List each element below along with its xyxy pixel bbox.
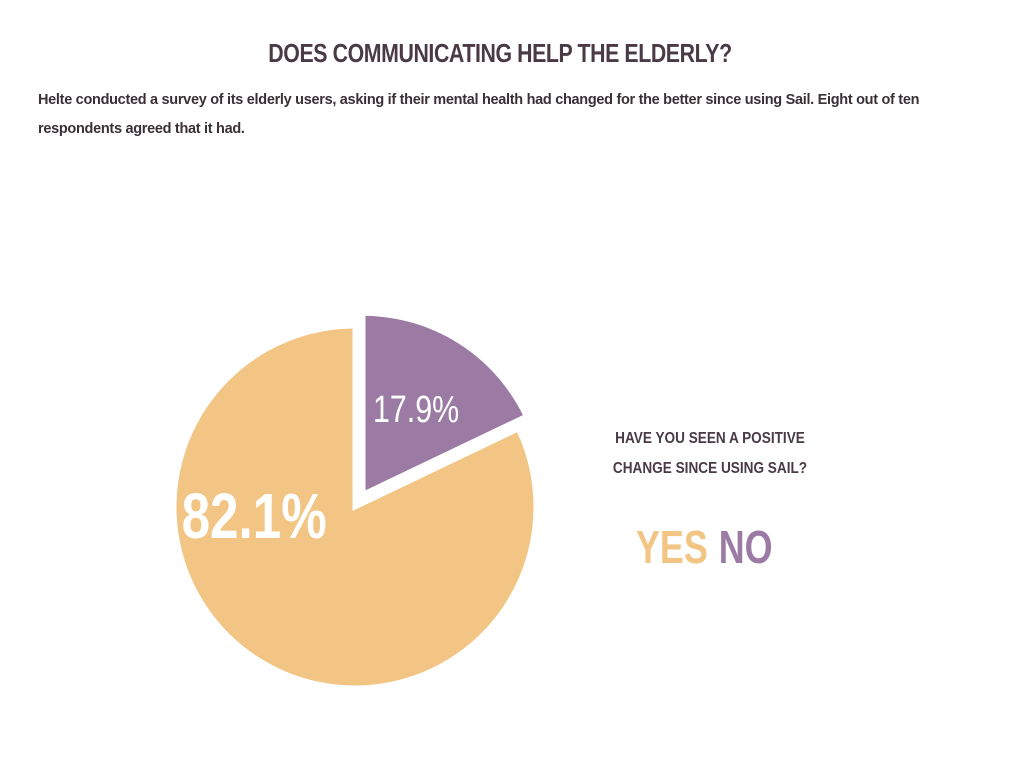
legend-yes: YES <box>636 521 708 573</box>
pie-label-no: 17.9% <box>373 389 459 431</box>
chart-title: DOES COMMUNICATING HELP THE ELDERLY? <box>268 38 732 68</box>
legend-no: NO <box>718 521 773 573</box>
pie-slice-no <box>360 310 530 499</box>
pie-label-yes: 82.1% <box>182 482 327 553</box>
survey-question: HAVE YOU SEEN A POSITIVE CHANGE SINCE US… <box>583 424 838 484</box>
legend: YES NO <box>636 520 773 574</box>
survey-question-line-1: HAVE YOU SEEN A POSITIVE <box>615 430 805 447</box>
pie-slice-yes <box>171 323 539 691</box>
survey-question-line-2: CHANGE SINCE USING SAIL? <box>612 460 808 477</box>
chart-description: Helte conducted a survey of its elderly … <box>38 92 920 137</box>
